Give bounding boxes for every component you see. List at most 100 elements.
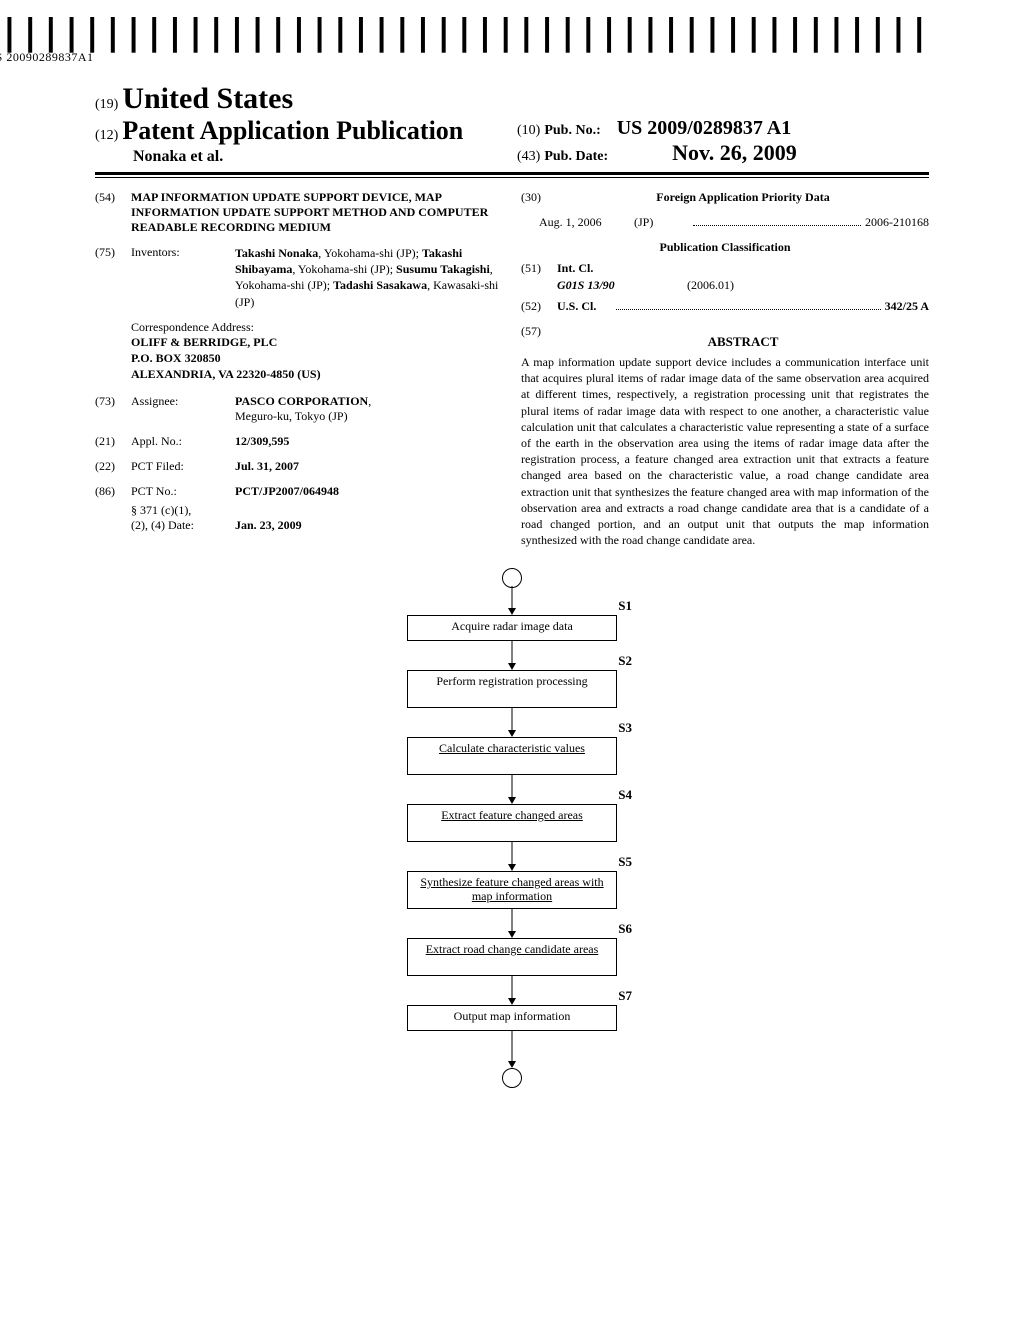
field-86-sub1: § 371 (c)(1),	[95, 503, 503, 518]
corr-line1: OLIFF & BERRIDGE, PLC	[131, 335, 503, 351]
pub-no-value: US 2009/0289837 A1	[617, 117, 791, 139]
patent-page: ||||||||||||||||||||||||||||||||||||||||…	[0, 0, 1024, 1320]
fc-arrow-4	[508, 864, 516, 871]
fc-box-s5: Synthesize feature changed areas with ma…	[407, 871, 617, 909]
inventor-1: Takashi Nonaka	[235, 246, 318, 260]
foreign-appno: 2006-210168	[865, 215, 929, 230]
fc-arrow-3	[508, 797, 516, 804]
field-86-label: PCT No.:	[131, 484, 235, 499]
fc-box-s7: Output map information	[407, 1005, 617, 1031]
fc-label-s3: S3	[618, 720, 632, 736]
field-30-num: (30)	[521, 190, 557, 205]
abstract-heading: ABSTRACT	[557, 334, 929, 350]
fc-label-s4: S4	[618, 787, 632, 803]
corr-label: Correspondence Address:	[131, 320, 503, 336]
int-cl-year: (2006.01)	[687, 278, 734, 293]
fc-label-s7: S7	[618, 988, 632, 1004]
code-10: (10)	[517, 123, 540, 138]
field-22: (22) PCT Filed: Jul. 31, 2007	[95, 459, 503, 474]
field-22-label: PCT Filed:	[131, 459, 235, 474]
header-left: (19) United States (12) Patent Applicati…	[95, 82, 507, 166]
field-51-val: G01S 13/90 (2006.01)	[521, 278, 929, 293]
assignee-block: PASCO CORPORATION, Meguro-ku, Tokyo (JP)	[235, 394, 503, 424]
fc-box-s1: Acquire radar image data	[407, 615, 617, 641]
assignee-name: PASCO CORPORATION	[235, 394, 368, 408]
abstract-text: A map information update support device …	[521, 354, 929, 548]
fc-arrow-1	[508, 663, 516, 670]
invention-title: MAP INFORMATION UPDATE SUPPORT DEVICE, M…	[131, 190, 503, 235]
foreign-date: Aug. 1, 2006	[539, 215, 634, 230]
field-86-num: (86)	[95, 484, 131, 499]
field-73-num: (73)	[95, 394, 131, 424]
inventors-list: Takashi Nonaka, Yokohama-shi (JP); Takas…	[235, 245, 503, 310]
pub-date-label: Pub. Date:	[544, 149, 608, 164]
dots-1	[693, 215, 861, 226]
fc-box-s4: Extract feature changed areas	[407, 804, 617, 842]
fc-edge-4	[512, 842, 513, 864]
foreign-country: (JP)	[634, 215, 689, 230]
field-52-num: (52)	[521, 299, 557, 314]
s371-date: Jan. 23, 2009	[235, 518, 503, 533]
foreign-priority-row: Aug. 1, 2006 (JP) 2006-210168	[539, 215, 929, 230]
publication-type: Patent Application Publication	[122, 116, 463, 145]
header-right: (10) Pub. No.: US 2009/0289837 A1 (43) P…	[507, 117, 929, 166]
corr-line2: P.O. BOX 320850	[131, 351, 503, 367]
fc-box-s6: Extract road change candidate areas	[407, 938, 617, 976]
fc-edge-3	[512, 775, 513, 797]
flowchart-container: S1 Acquire radar image data S2 Perform r…	[95, 568, 929, 1128]
field-54-num: (54)	[95, 190, 131, 235]
divider-thick	[95, 172, 929, 175]
field-30: (30) Foreign Application Priority Data	[521, 190, 929, 205]
pub-date-value: Nov. 26, 2009	[672, 140, 797, 165]
pct-filed: Jul. 31, 2007	[235, 459, 503, 474]
fc-arrow-7	[508, 1061, 516, 1068]
foreign-heading: Foreign Application Priority Data	[557, 190, 929, 205]
field-54: (54) MAP INFORMATION UPDATE SUPPORT DEVI…	[95, 190, 503, 235]
right-column: (30) Foreign Application Priority Data A…	[521, 190, 929, 548]
fc-edge-2	[512, 708, 513, 730]
fc-arrow-0	[508, 608, 516, 615]
fc-arrow-5	[508, 931, 516, 938]
field-57: (57) ABSTRACT	[521, 324, 929, 354]
country-name: United States	[122, 82, 293, 115]
field-51: (51) Int. Cl.	[521, 261, 929, 276]
inventor-4: Tadashi Sasakawa	[333, 278, 427, 292]
field-22-num: (22)	[95, 459, 131, 474]
field-21: (21) Appl. No.: 12/309,595	[95, 434, 503, 449]
dots-2	[616, 299, 881, 310]
field-52: (52) U.S. Cl. 342/25 A	[521, 299, 929, 314]
field-73-label: Assignee:	[131, 394, 235, 424]
header: (19) United States (12) Patent Applicati…	[95, 82, 929, 166]
barcode-block: ||||||||||||||||||||||||||||||||||||||||…	[0, 18, 929, 65]
flowchart: S1 Acquire radar image data S2 Perform r…	[372, 568, 652, 1128]
us-cl-label: U.S. Cl.	[557, 299, 612, 314]
fc-arrow-6	[508, 998, 516, 1005]
code-43: (43)	[517, 149, 540, 164]
correspondence-address: Correspondence Address: OLIFF & BERRIDGE…	[131, 320, 503, 382]
flowchart-end	[502, 1068, 522, 1088]
field-57-num: (57)	[521, 324, 557, 354]
fc-edge-0	[512, 586, 513, 608]
field-73: (73) Assignee: PASCO CORPORATION, Meguro…	[95, 394, 503, 424]
field-75-label: Inventors:	[131, 245, 235, 310]
fc-edge-6	[512, 976, 513, 998]
fc-label-s1: S1	[618, 598, 632, 614]
field-86-sub2: (2), (4) Date: Jan. 23, 2009	[95, 518, 503, 533]
us-cl-val: 342/25 A	[885, 299, 929, 314]
fc-box-s2: Perform registration processing	[407, 670, 617, 708]
fc-edge-5	[512, 909, 513, 931]
code-19: (19)	[95, 97, 118, 112]
fc-edge-1	[512, 641, 513, 663]
field-21-num: (21)	[95, 434, 131, 449]
field-75-num: (75)	[95, 245, 131, 310]
int-cl-label: Int. Cl.	[557, 261, 593, 276]
fc-label-s2: S2	[618, 653, 632, 669]
pub-no-label: Pub. No.:	[544, 123, 600, 138]
fc-box-s3: Calculate characteristic values	[407, 737, 617, 775]
pub-class-heading: Publication Classification	[521, 240, 929, 255]
fc-label-s6: S6	[618, 921, 632, 937]
corr-line3: ALEXANDRIA, VA 22320-4850 (US)	[131, 367, 503, 383]
s371-2: (2), (4) Date:	[131, 518, 235, 533]
header-authors: Nonaka et al.	[95, 148, 507, 166]
field-75: (75) Inventors: Takashi Nonaka, Yokohama…	[95, 245, 503, 310]
